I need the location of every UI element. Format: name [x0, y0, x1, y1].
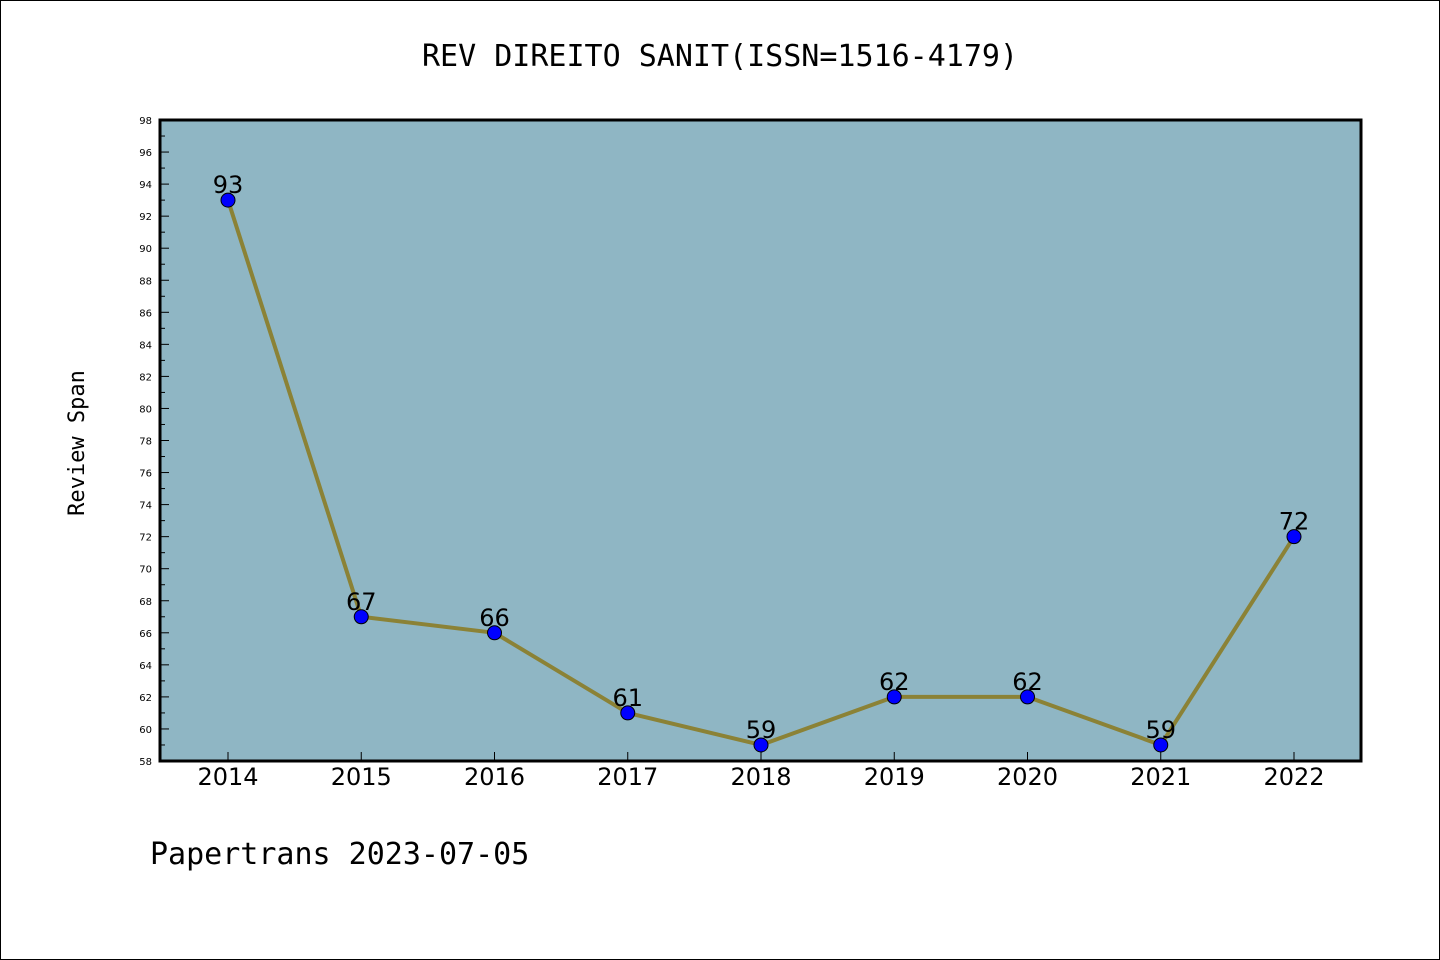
data-point	[1020, 689, 1035, 705]
data-label: 59	[1145, 716, 1176, 744]
y-tick-label: 78	[139, 437, 152, 448]
y-tick-label: 94	[139, 180, 152, 191]
data-label: 62	[1012, 668, 1043, 696]
data-point	[886, 689, 902, 705]
y-tick-label: 92	[139, 212, 152, 223]
data-label: 61	[612, 684, 643, 712]
y-tick-label: 96	[139, 148, 152, 159]
y-tick-label: 66	[139, 629, 152, 640]
data-point	[487, 625, 502, 641]
data-point	[1286, 529, 1302, 545]
y-tick-label: 82	[139, 372, 152, 383]
data-label: 93	[213, 171, 244, 199]
y-tick-label: 60	[139, 725, 152, 736]
series-group: 93 67 66 61 59 62 62 59 72	[213, 171, 1310, 753]
x-tick-label: 2017	[597, 763, 658, 791]
data-label: 72	[1279, 508, 1310, 536]
y-tick-label: 84	[139, 340, 152, 351]
x-tick-label: 2018	[730, 763, 791, 791]
y-tick-label: 88	[139, 276, 152, 287]
y-tick-label: 98	[139, 116, 152, 127]
data-point	[220, 192, 236, 208]
x-tick-label: 2021	[1130, 763, 1191, 791]
data-point	[353, 609, 369, 625]
chart-title: REV DIREITO SANIT(ISSN=1516-4179)	[422, 39, 1018, 74]
y-tick-label: 68	[139, 597, 152, 608]
y-axis-label: Review Span	[65, 370, 90, 516]
data-label: 66	[479, 604, 510, 632]
x-tick-label: 2019	[864, 763, 925, 791]
data-point	[1153, 737, 1169, 753]
y-tick-label: 80	[139, 404, 152, 415]
x-tick-label: 2014	[197, 763, 258, 791]
y-tick-label: 72	[139, 533, 152, 544]
y-tick-label: 58	[139, 757, 152, 768]
x-tick-label: 2015	[331, 763, 392, 791]
x-axis: 2014 2015 2016 2017 2018 2019 2020 2021 2022	[197, 752, 1325, 791]
plot-area	[158, 118, 1363, 763]
footer-credit: Papertrans 2023-07-05	[150, 837, 529, 872]
y-tick-label: 86	[139, 308, 152, 319]
data-label: 59	[746, 716, 777, 744]
y-tick-label: 64	[139, 661, 152, 672]
data-point	[753, 737, 769, 753]
y-tick-label: 74	[139, 501, 152, 512]
y-axis: 58 60 62 64 66 68 70 72 74 76 78 80 82 84 86 88 90 92 94 96…	[139, 116, 169, 768]
x-tick-label: 2022	[1263, 763, 1324, 791]
y-tick-label: 62	[139, 693, 152, 704]
data-label: 67	[346, 588, 377, 616]
data-label: 62	[879, 668, 910, 696]
y-tick-label: 76	[139, 469, 152, 480]
data-point	[620, 705, 636, 721]
x-tick-label: 2020	[997, 763, 1058, 791]
y-tick-label: 70	[139, 565, 152, 576]
x-tick-label: 2016	[464, 763, 525, 791]
y-tick-label: 90	[139, 244, 152, 255]
